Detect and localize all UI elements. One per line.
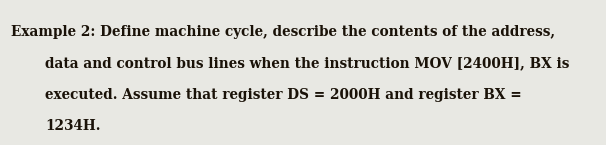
Text: data and control bus lines when the instruction MOV [2400H], BX is: data and control bus lines when the inst… [45,56,570,70]
Text: Example 2: Define machine cycle, describe the contents of the address,: Example 2: Define machine cycle, describ… [11,25,555,39]
Text: executed. Assume that register DS = 2000H and register BX =: executed. Assume that register DS = 2000… [45,88,522,102]
Text: 1234H.: 1234H. [45,119,101,134]
